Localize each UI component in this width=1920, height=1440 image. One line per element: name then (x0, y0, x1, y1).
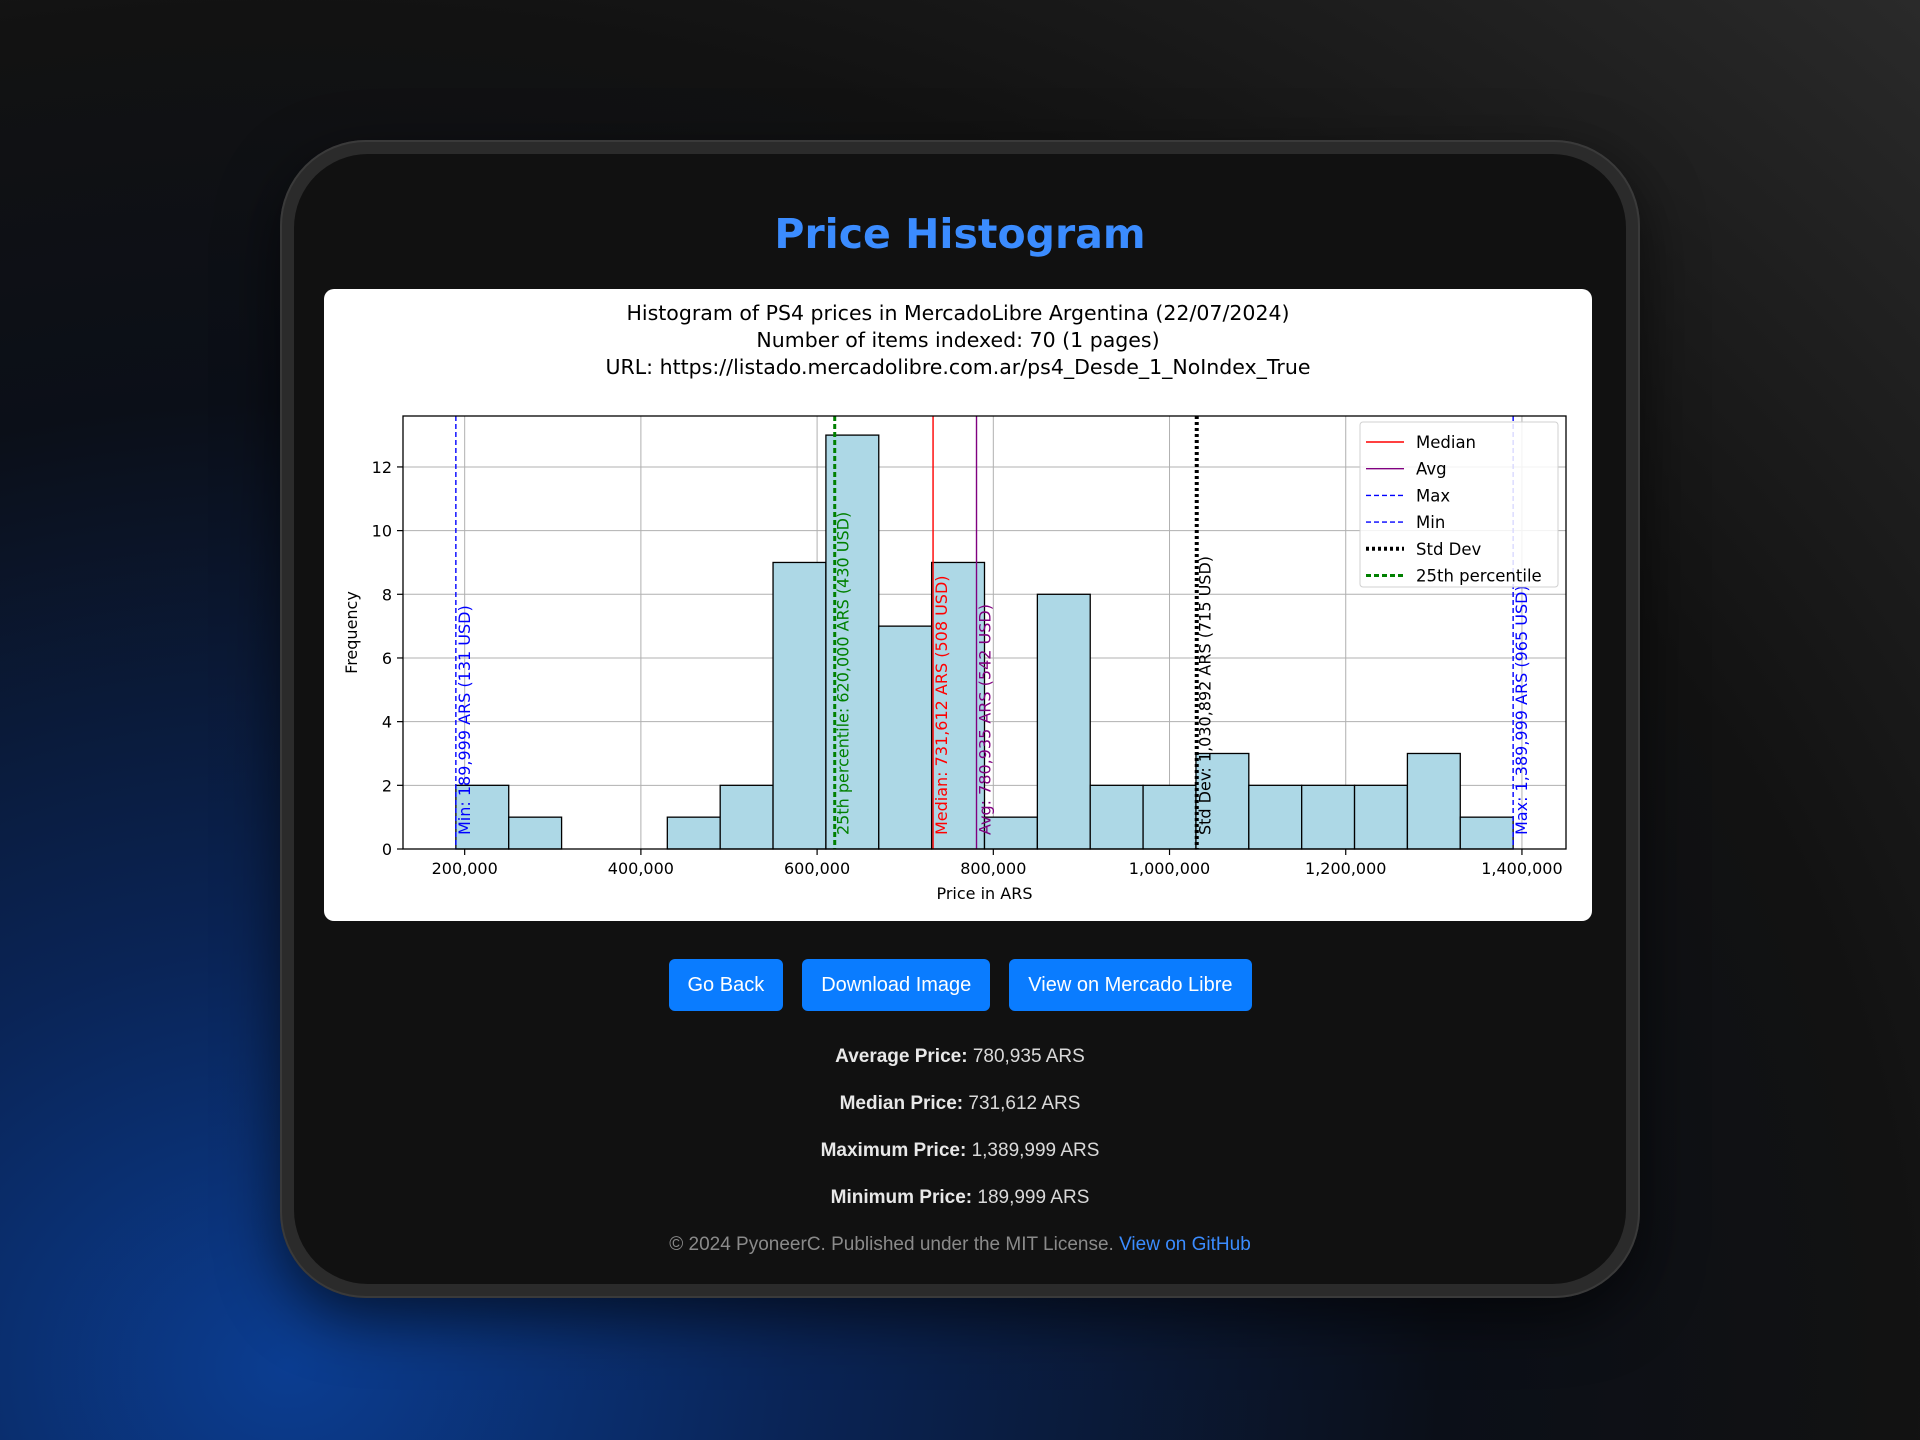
x-tick-label: 600,000 (784, 859, 850, 878)
plot-frame (402, 415, 1567, 850)
histogram-bar (719, 784, 774, 850)
median-price-stat: Median Price: 731,612 ARS (294, 1087, 1626, 1134)
footer-text: © 2024 PyoneerC. Published under the MIT… (669, 1234, 1120, 1255)
y-tick-label: 0 (382, 840, 392, 859)
histogram-bar (1089, 784, 1144, 850)
maximum-price-value: 1,389,999 ARS (966, 1140, 1100, 1161)
github-link[interactable]: View on GitHub (1119, 1234, 1251, 1255)
histogram-bar (1406, 752, 1461, 850)
histogram-bar (1248, 784, 1303, 850)
histogram-bar (1301, 784, 1356, 850)
y-axis-label: Frequency (342, 591, 361, 674)
maximum-price-label: Maximum Price: (820, 1140, 967, 1161)
reference-line-label: 25th percentile: 620,000 ARS (430 USD) (834, 512, 853, 835)
average-price-stat: Average Price: 780,935 ARS (294, 1040, 1626, 1087)
x-axis-label: Price in ARS (936, 884, 1032, 903)
median-price-value: 731,612 ARS (963, 1093, 1081, 1114)
x-tick-label: 1,400,000 (1481, 859, 1562, 878)
reference-line-label: Max: 1,389,999 ARS (965 USD) (1512, 585, 1531, 835)
legend-box (1359, 421, 1559, 588)
reference-line-label: Min: 189,999 ARS (131 USD) (455, 605, 474, 835)
average-price-value: 780,935 ARS (967, 1046, 1085, 1067)
footer: © 2024 PyoneerC. Published under the MIT… (294, 1234, 1626, 1256)
median-price-label: Median Price: (839, 1093, 964, 1114)
histogram-bar (878, 625, 933, 850)
legend-entry: Min (1416, 513, 1445, 532)
legend-entry: Std Dev (1416, 540, 1482, 559)
histogram-bar (930, 561, 986, 850)
y-tick-label: 8 (382, 585, 392, 604)
histogram-bar (1142, 784, 1197, 850)
x-tick-label: 200,000 (432, 859, 498, 878)
reference-line-label: Avg: 780,935 ARS (542 USD) (976, 604, 995, 835)
download-image-button[interactable]: Download Image (802, 959, 991, 1011)
histogram-bar (1353, 784, 1409, 850)
reference-line-label: Std Dev: 1,030,892 ARS (715 USD) (1196, 556, 1215, 835)
x-tick-label: 1,000,000 (1129, 859, 1210, 878)
chart-title-line: Histogram of PS4 prices in MercadoLibre … (626, 301, 1289, 325)
price-stats: Average Price: 780,935 ARS Median Price:… (294, 1040, 1626, 1228)
histogram-panel: Histogram of PS4 prices in MercadoLibre … (324, 289, 1592, 921)
maximum-price-stat: Maximum Price: 1,389,999 ARS (294, 1134, 1626, 1181)
histogram-bar (1459, 816, 1514, 850)
x-tick-label: 400,000 (608, 859, 674, 878)
legend-entry: Avg (1416, 460, 1447, 479)
x-tick-label: 1,200,000 (1305, 859, 1386, 878)
histogram-bar (772, 561, 827, 850)
minimum-price-label: Minimum Price: (830, 1187, 973, 1208)
average-price-label: Average Price: (835, 1046, 968, 1067)
chart-title-line: URL: https://listado.mercadolibre.com.ar… (606, 355, 1311, 380)
x-tick-label: 800,000 (960, 859, 1026, 878)
y-tick-label: 2 (382, 776, 392, 795)
reference-line-label: Median: 731,612 ARS (508 USD) (932, 575, 951, 835)
action-buttons: Go Back Download Image View on Mercado L… (294, 959, 1626, 1011)
view-on-mercado-libre-button[interactable]: View on Mercado Libre (1009, 959, 1252, 1011)
page-title: Price Histogram (774, 210, 1146, 258)
histogram-chart: Histogram of PS4 prices in MercadoLibre … (342, 301, 1567, 903)
go-back-button[interactable]: Go Back (668, 959, 784, 1011)
histogram-bar (666, 816, 721, 850)
y-tick-label: 12 (372, 458, 392, 477)
y-tick-label: 6 (382, 649, 392, 668)
histogram-bar (508, 816, 563, 850)
y-tick-label: 10 (372, 522, 392, 541)
minimum-price-value: 189,999 ARS (972, 1187, 1090, 1208)
minimum-price-stat: Minimum Price: 189,999 ARS (294, 1181, 1626, 1228)
legend-entry: 25th percentile (1416, 567, 1542, 586)
chart-title-line: Number of items indexed: 70 (1 pages) (756, 328, 1159, 352)
y-tick-label: 4 (382, 713, 392, 732)
histogram-bar (1036, 593, 1091, 850)
legend-entry: Max (1416, 486, 1450, 505)
legend-entry: Median (1416, 433, 1476, 452)
